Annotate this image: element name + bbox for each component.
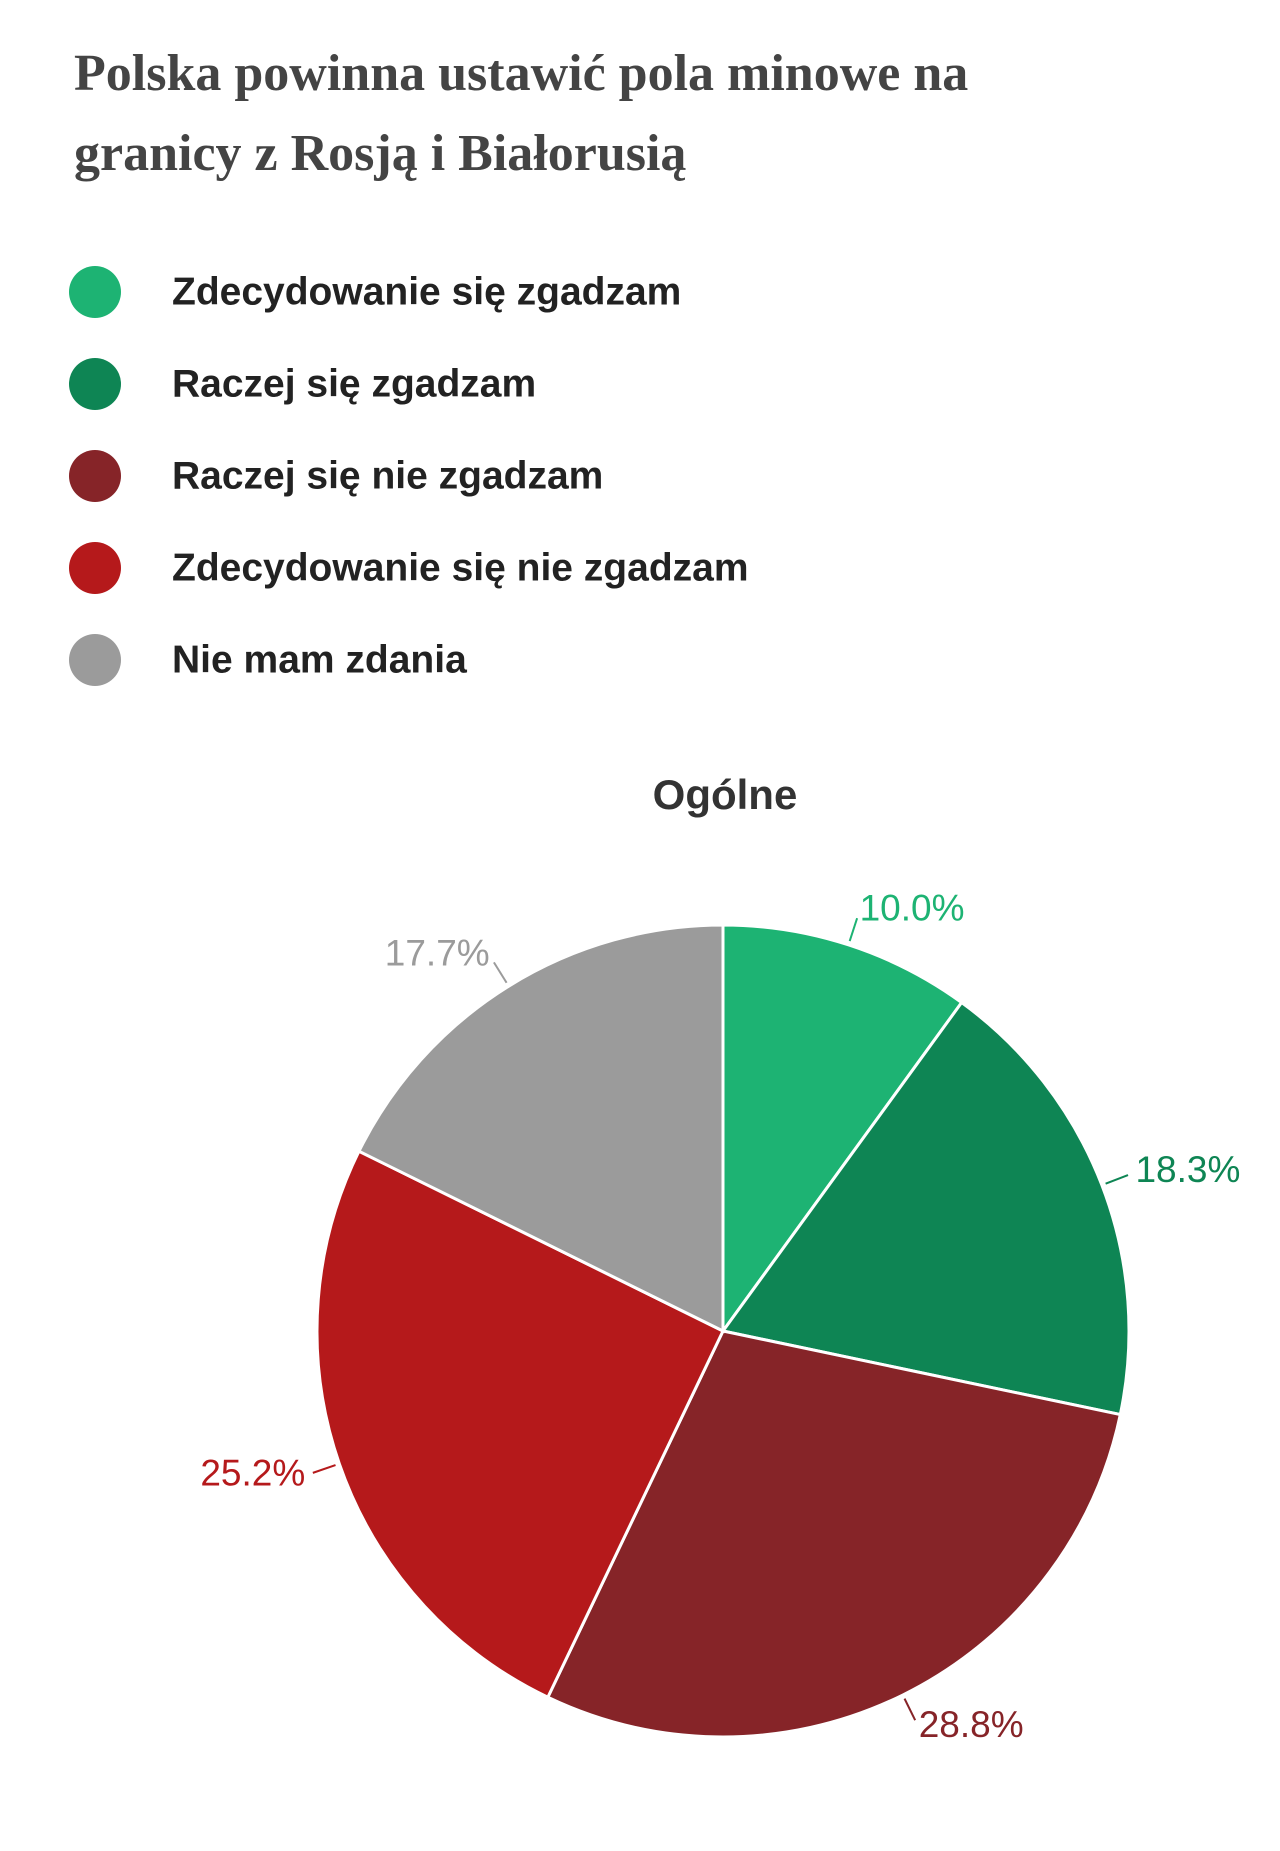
pie-slice bbox=[315, 1149, 725, 1700]
legend-label: Zdecydowanie się nie zgadzam bbox=[172, 546, 749, 589]
legend-swatch bbox=[69, 634, 121, 686]
value-label: 17.7% bbox=[385, 932, 490, 973]
legend-swatch bbox=[69, 358, 121, 410]
leader-line bbox=[1105, 1174, 1129, 1185]
legend-label: Zdecydowanie się zgadzam bbox=[172, 270, 681, 313]
pie-slice bbox=[545, 1329, 1123, 1739]
legend-label: Raczej się nie zgadzam bbox=[172, 454, 603, 497]
legend-label: Nie mam zdania bbox=[172, 638, 467, 681]
pie-slice bbox=[356, 923, 725, 1334]
leader-line bbox=[493, 961, 508, 984]
pie-slice bbox=[720, 1000, 1131, 1417]
chart-title: Polska powinna ustawić pola minowe na bbox=[74, 45, 968, 102]
legend-label: Raczej się zgadzam bbox=[172, 362, 536, 405]
leader-line bbox=[903, 1698, 917, 1721]
chart-title: granicy z Rosją i Białorusią bbox=[74, 125, 686, 182]
legend-swatch bbox=[69, 542, 121, 594]
pie-slice bbox=[721, 923, 964, 1336]
leader-line bbox=[848, 917, 859, 942]
value-label: 10.0% bbox=[860, 887, 965, 928]
legend-swatch bbox=[69, 266, 121, 318]
value-label: 25.2% bbox=[200, 1452, 305, 1493]
chart-subtitle: Ogólne bbox=[653, 771, 798, 818]
value-label: 18.3% bbox=[1135, 1149, 1240, 1190]
legend-swatch bbox=[69, 450, 121, 502]
leader-line bbox=[312, 1464, 336, 1474]
value-label: 28.8% bbox=[919, 1704, 1024, 1745]
